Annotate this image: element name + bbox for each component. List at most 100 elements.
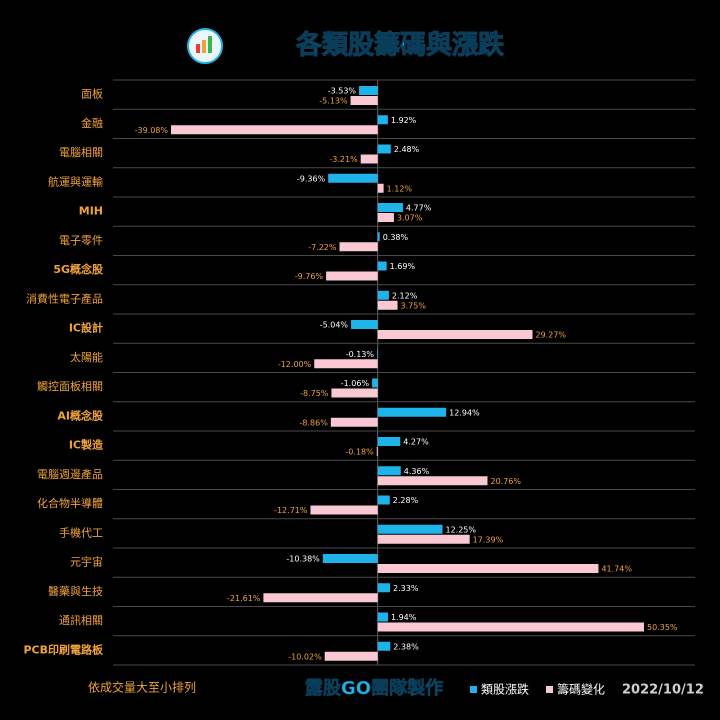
category-label: 觸控面板相關: [37, 379, 103, 393]
sort-note: 依成交量大至小排列: [88, 680, 196, 695]
category-label: 航運與運輸: [48, 174, 103, 188]
value-label: -39.08%: [135, 126, 169, 135]
value-label: 3.07%: [397, 214, 423, 223]
category-label: 通訊相關: [59, 613, 103, 627]
category-label: 面板: [81, 87, 103, 101]
bar: [377, 612, 388, 622]
bar: [263, 593, 378, 603]
bar: [377, 495, 390, 505]
value-label: -9.76%: [295, 272, 324, 281]
bar: [377, 290, 389, 300]
value-label: 1.92%: [391, 116, 417, 125]
bar: [377, 437, 401, 446]
category-label: 電子零件: [59, 234, 103, 247]
value-label: 0.38%: [383, 233, 409, 242]
bar: [377, 534, 470, 544]
value-label: -9.36%: [297, 174, 326, 183]
bar: [322, 554, 378, 563]
value-label: 29.27%: [536, 331, 567, 340]
value-label: -5.04%: [320, 321, 349, 330]
category-label: IC設計: [69, 321, 103, 335]
bar: [328, 173, 378, 183]
bar: [331, 388, 378, 398]
bar: [377, 213, 394, 222]
value-label: 4.77%: [406, 204, 432, 213]
bar: [339, 242, 378, 252]
value-label: 2.33%: [393, 584, 419, 593]
value-label: 4.36%: [404, 467, 430, 476]
value-label: 41.74%: [601, 565, 632, 574]
value-label: -3.21%: [329, 155, 358, 164]
bar: [377, 300, 398, 310]
bar: [326, 271, 378, 281]
category-label: 太陽能: [70, 350, 103, 364]
value-label: -8.86%: [300, 418, 329, 427]
value-label: -5.13%: [319, 97, 348, 106]
bar: [377, 261, 387, 271]
bar: [350, 96, 378, 105]
category-label: 化合物半導體: [37, 496, 103, 510]
value-label: 20.76%: [490, 477, 521, 486]
value-label: -12.00%: [278, 360, 312, 369]
value-label: 3.75%: [401, 301, 427, 310]
value-label: -3.53%: [328, 87, 357, 96]
category-label: 電腦相關: [59, 145, 103, 159]
bar: [377, 115, 388, 125]
category-label: IC製造: [69, 438, 104, 452]
value-label: -12.71%: [274, 506, 308, 515]
value-label: -0.18%: [345, 448, 374, 457]
bar: [377, 232, 380, 242]
category-label: 手機代工: [59, 525, 103, 539]
bar: [376, 447, 378, 456]
value-label: 2.38%: [393, 642, 419, 651]
bar: [377, 466, 401, 476]
category-label: 電腦週邊產品: [37, 467, 103, 481]
value-label: 12.94%: [449, 408, 480, 417]
bar: [360, 154, 378, 164]
category-label: MIH: [79, 205, 103, 218]
category-label: 醫藥與生技: [48, 584, 103, 598]
value-label: -10.02%: [288, 652, 322, 661]
bar: [377, 524, 443, 534]
category-label: 5G概念股: [53, 262, 104, 276]
bar: [377, 144, 391, 154]
value-label: 4.27%: [403, 438, 429, 447]
legend-label: 籌碼變化: [557, 682, 605, 697]
value-label: 2.48%: [394, 145, 420, 154]
value-label: -0.13%: [346, 350, 375, 359]
value-label: 1.69%: [390, 262, 416, 271]
bar: [377, 407, 447, 417]
value-label: 50.35%: [647, 623, 678, 632]
credit: 露股GO團隊製作: [305, 677, 443, 699]
value-label: 2.12%: [392, 291, 418, 300]
category-label: 金融: [81, 116, 103, 130]
value-label: 2.28%: [393, 496, 419, 505]
bar: [377, 622, 644, 632]
bar: [171, 125, 378, 135]
value-label: 1.94%: [391, 613, 417, 622]
bar: [330, 417, 378, 427]
value-label: -1.06%: [341, 379, 370, 388]
value-label: -10.38%: [286, 555, 320, 564]
category-label: PCB印刷電路板: [23, 642, 104, 656]
bar: [351, 320, 378, 329]
legend-label: 類股漲跌: [481, 682, 529, 697]
bar: [359, 86, 378, 95]
bar: [377, 330, 533, 339]
value-label: -7.22%: [308, 243, 337, 252]
bar: [377, 476, 488, 486]
value-label: -8.75%: [300, 389, 329, 398]
value-label: -21.61%: [227, 594, 261, 603]
legend-swatch: [546, 686, 553, 693]
bar: [310, 505, 378, 515]
bar: [324, 651, 378, 661]
bar: [372, 378, 378, 388]
legend-swatch: [470, 686, 477, 693]
bar: [377, 583, 391, 593]
bar: [377, 349, 378, 359]
bar: [314, 359, 378, 369]
bar: [377, 203, 403, 212]
value-label: 12.25%: [445, 525, 476, 534]
value-label: 17.39%: [473, 535, 504, 544]
